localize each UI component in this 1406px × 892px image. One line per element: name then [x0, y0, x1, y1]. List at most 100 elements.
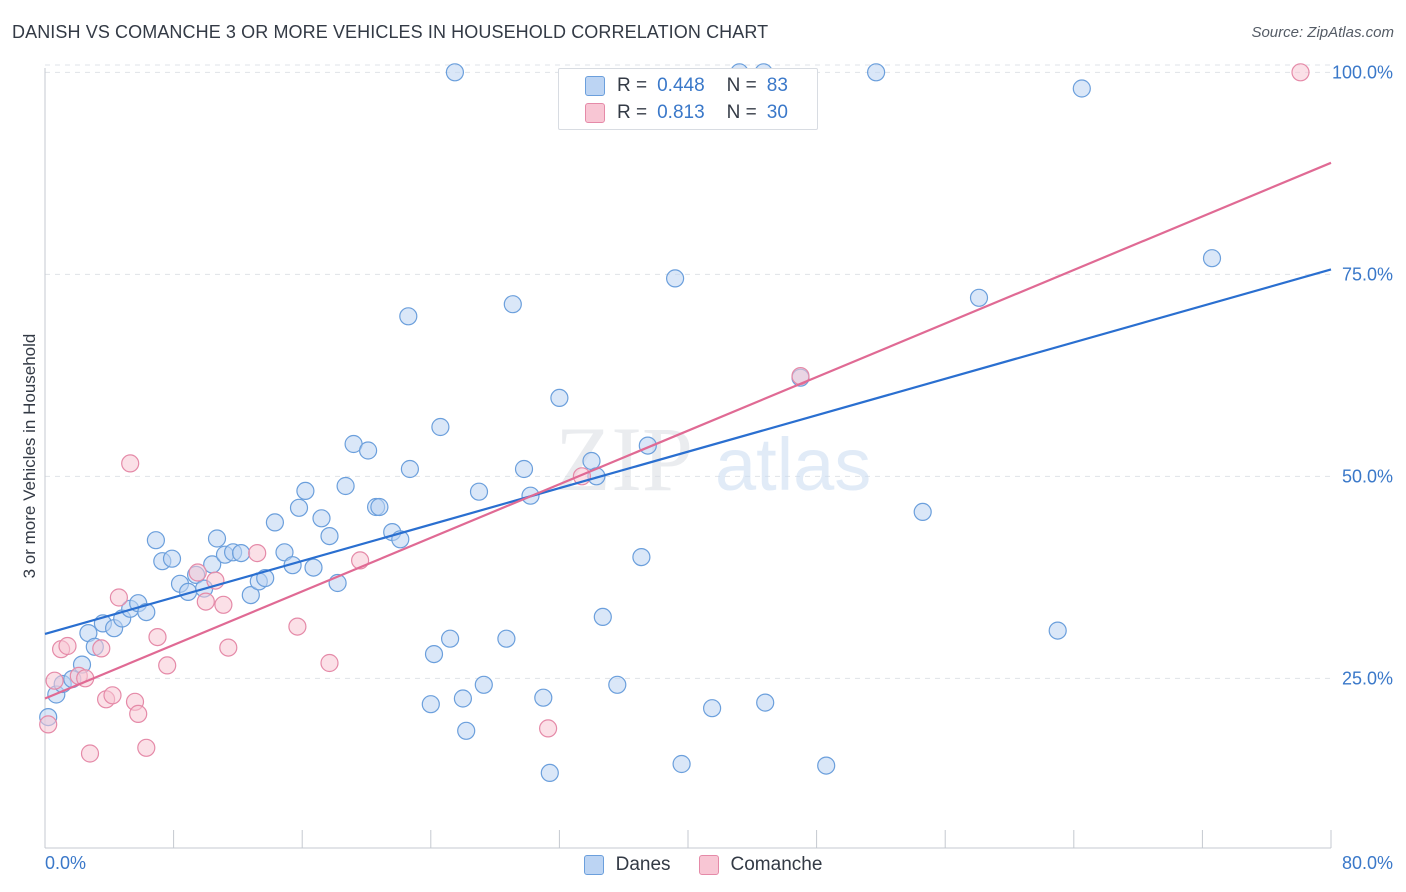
danes-point-35: [320, 526, 339, 546]
tick-labels: 25.0% 50.0% 75.0% 100.0% 0.0% 80.0%: [45, 62, 1393, 873]
danes-point-44: [400, 459, 419, 479]
danes-point-65: [608, 675, 627, 694]
watermark: ZIP atlas: [555, 408, 871, 510]
danes-point-29: [275, 543, 294, 562]
danes-point-79: [969, 288, 989, 307]
comanche-point-7: [92, 639, 111, 658]
series-legend: Danes Comanche: [0, 852, 1406, 878]
comanche-point-20: [214, 595, 233, 614]
danes-point-80: [1048, 621, 1067, 640]
danes-r-value: 0.448: [657, 75, 705, 96]
danes-point-69: [665, 269, 685, 288]
comanche-point-18: [196, 592, 215, 611]
danes-point-50: [421, 695, 440, 714]
danes-point-56: [503, 295, 522, 314]
trend-lines: [44, 161, 1332, 700]
danes-point-59: [534, 688, 553, 707]
comanche-swatch: [585, 103, 605, 123]
stats-row-danes: R = 0.448 N = 83: [585, 73, 788, 99]
danes-n-value: 83: [766, 75, 788, 96]
legend-swatch-comanche: [698, 855, 719, 875]
danes-point-32: [296, 481, 315, 500]
source-attribution[interactable]: Source: ZipAtlas.com: [1251, 24, 1394, 41]
comanche-point-21: [219, 638, 238, 657]
x-tick-label-0: 0.0%: [45, 853, 86, 873]
comanche-point-22: [248, 543, 267, 563]
danes-point-61: [550, 388, 569, 407]
y-tick-label-0: 25.0%: [1342, 668, 1393, 688]
danes-point-70: [672, 754, 691, 774]
comanche-point-29: [1291, 63, 1310, 82]
comanche-point-1: [45, 671, 64, 690]
danes-point-27: [256, 568, 275, 588]
comanche-point-0: [39, 715, 58, 734]
comanche-point-10: [109, 588, 129, 607]
danes-point-64: [593, 607, 612, 627]
danes-point-13: [146, 531, 165, 550]
danes-point-33: [304, 558, 323, 577]
comanche-n-label: N =: [726, 102, 757, 123]
danes-point-66: [632, 547, 651, 567]
danes-point-74: [756, 693, 775, 712]
comanche-point-16: [158, 656, 177, 675]
y-tick-label-1: 50.0%: [1342, 466, 1393, 486]
legend-swatch-danes: [583, 855, 604, 875]
danes-point-21: [207, 529, 227, 548]
chart-title: DANISH VS COMANCHE 3 OR MORE VEHICLES IN…: [12, 22, 769, 42]
danes-point-53: [469, 482, 489, 501]
danes-point-78: [913, 502, 932, 521]
danes-point-51: [453, 689, 472, 708]
danes-point-47: [441, 629, 460, 648]
danes-point-81: [1072, 79, 1091, 98]
y-tick-label-2: 75.0%: [1342, 264, 1393, 284]
comanche-n-value: 30: [766, 102, 788, 123]
danes-r-label: R =: [617, 75, 648, 96]
comanche-point-26: [538, 719, 558, 738]
y-tick-label-3: 100.0%: [1332, 62, 1393, 82]
legend-item-comanche[interactable]: Comanche: [698, 854, 823, 876]
danes-trend-line: [44, 268, 1332, 635]
danes-point-82: [1202, 249, 1222, 268]
danes-point-57: [514, 459, 534, 479]
danes-n-label: N =: [726, 75, 757, 96]
danes-point-60: [540, 763, 559, 783]
danes-point-76: [817, 756, 836, 775]
comanche-point-9: [103, 686, 122, 705]
danes-point-54: [474, 675, 493, 694]
watermark-zip: ZIP: [555, 408, 693, 510]
stats-row-comanche: R = 0.813 N = 30: [585, 100, 788, 126]
danes-point-77: [866, 63, 886, 82]
danes-point-45: [399, 307, 418, 326]
comanche-point-3: [58, 636, 77, 656]
danes-point-15: [162, 549, 182, 568]
comanche-r-label: R =: [617, 102, 648, 123]
danes-point-55: [497, 629, 516, 648]
danes-point-25: [241, 585, 260, 605]
danes-point-28: [265, 513, 284, 532]
comanche-trend-line: [44, 161, 1332, 700]
legend-label-danes: Danes: [615, 854, 671, 875]
danes-point-31: [289, 498, 309, 517]
danes-point-34: [312, 509, 331, 528]
danes-point-39: [359, 441, 378, 460]
danes-point-24: [232, 543, 251, 563]
danes-point-52: [457, 721, 476, 740]
comanche-point-23: [288, 617, 307, 636]
comanche-point-6: [80, 744, 100, 763]
danes-point-37: [336, 476, 355, 496]
danes-point-48: [445, 63, 464, 82]
danes-point-49: [424, 644, 444, 664]
danes-point-71: [702, 699, 722, 718]
comanche-point-24: [320, 653, 339, 673]
comanche-point-13: [129, 704, 148, 724]
comanche-point-14: [137, 738, 156, 757]
watermark-atlas: atlas: [715, 423, 871, 506]
danes-point-12: [137, 602, 156, 622]
danes-point-41: [370, 497, 389, 517]
gridlines: [45, 64, 1331, 679]
legend-label-comanche: Comanche: [730, 854, 823, 875]
comanche-point-17: [188, 563, 207, 582]
comanche-point-11: [121, 454, 140, 473]
legend-item-danes[interactable]: Danes: [583, 854, 671, 876]
